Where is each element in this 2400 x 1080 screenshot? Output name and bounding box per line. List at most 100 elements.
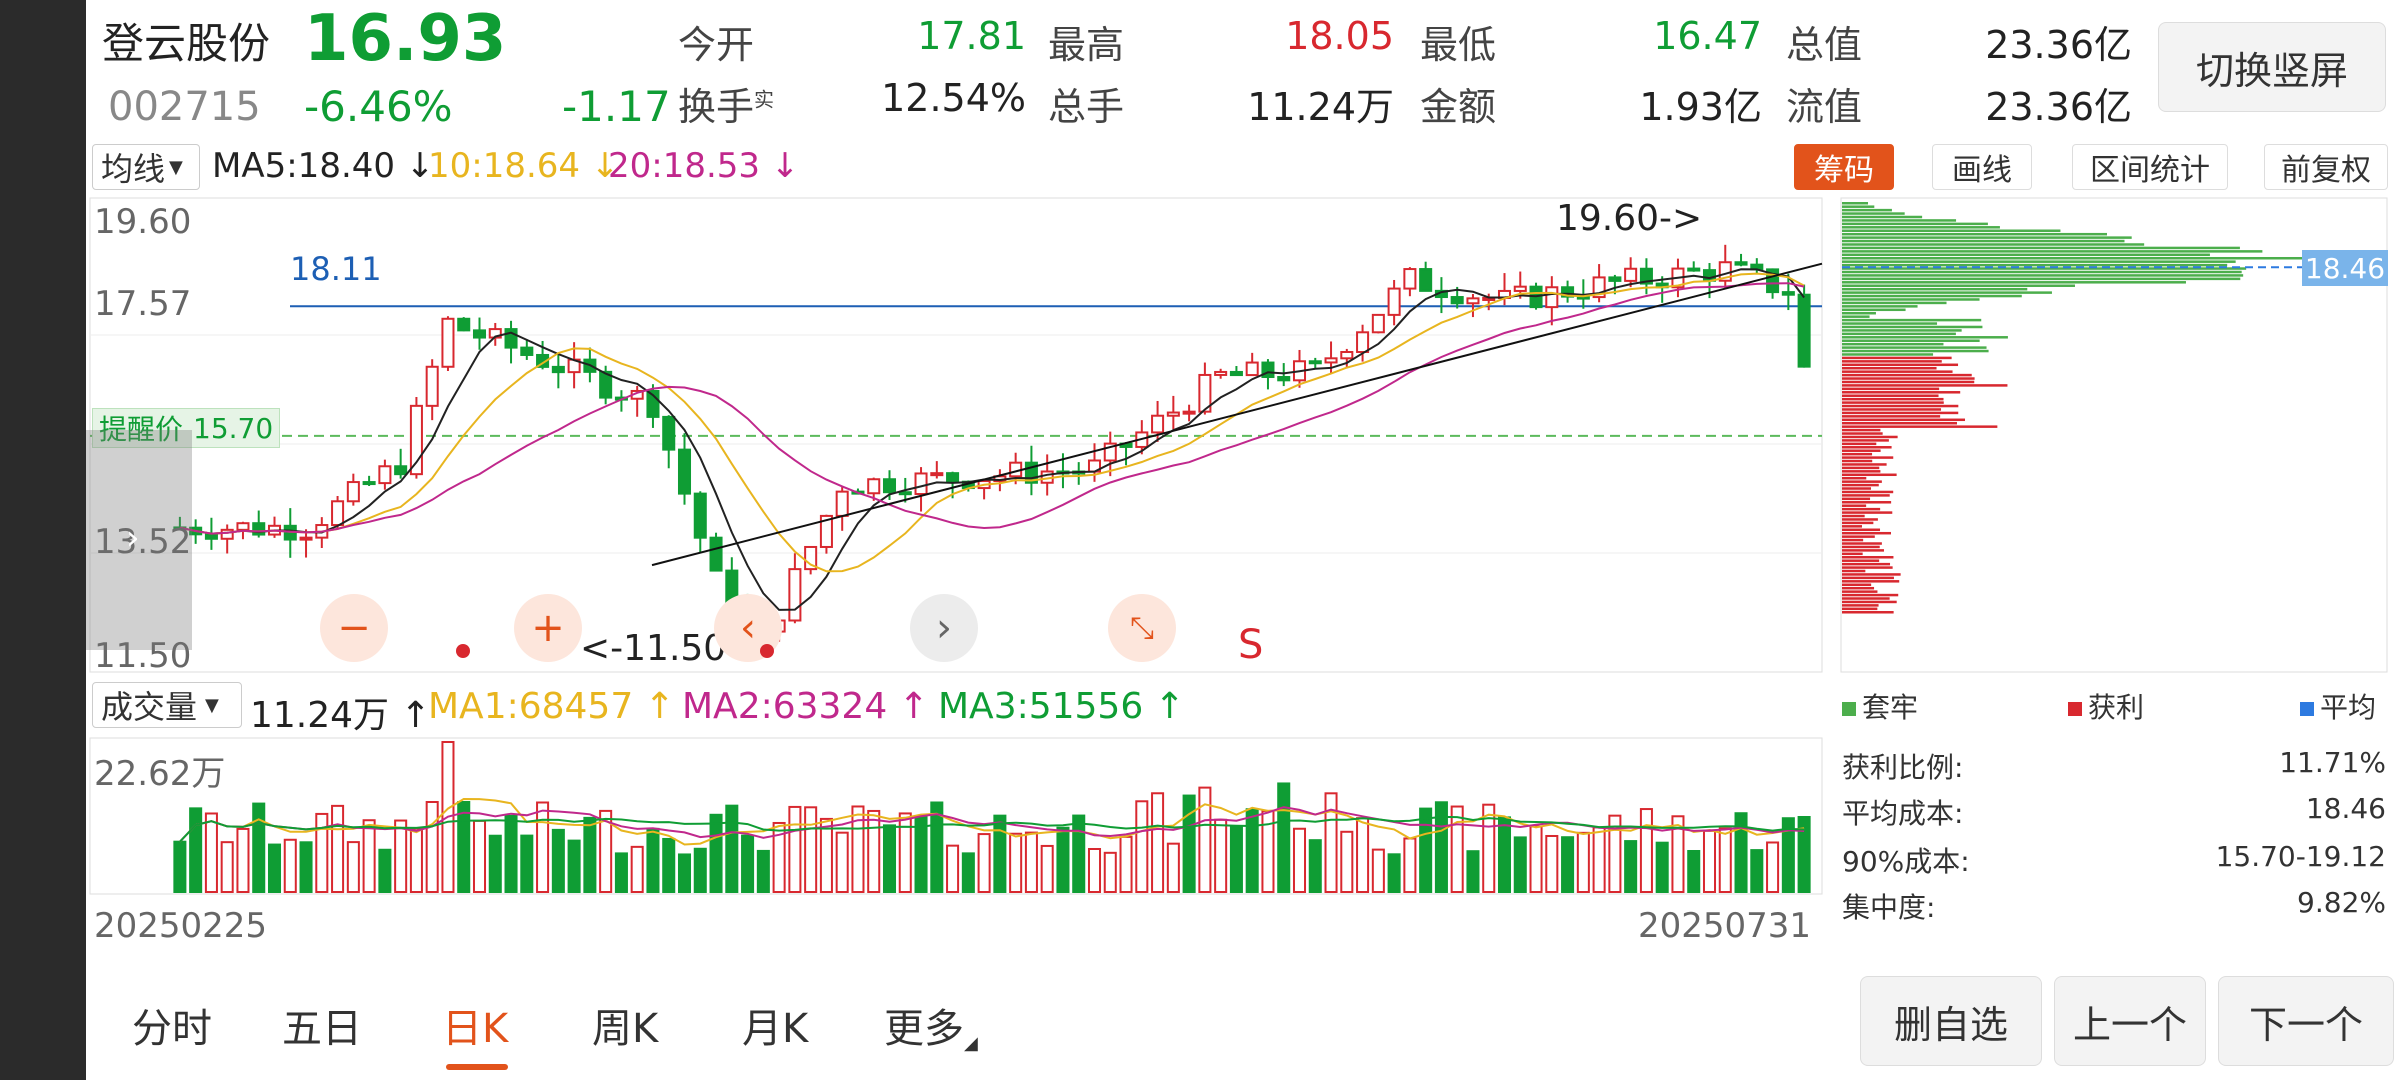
candle-body xyxy=(504,328,518,349)
candle-body xyxy=(409,404,423,476)
chip-bar xyxy=(1842,494,1890,497)
tab-monthly-k[interactable]: 月K xyxy=(742,1006,809,1052)
candle-body xyxy=(331,500,345,527)
volume-bar xyxy=(1166,842,1180,893)
chip-bar xyxy=(1842,311,1876,315)
avg-cost-label: 平均成本: xyxy=(1842,797,1964,830)
chip-bar xyxy=(1842,281,2186,284)
volume-bar xyxy=(993,814,1007,893)
candle-body xyxy=(1797,293,1811,368)
volume-bar xyxy=(1040,844,1054,893)
candle-body xyxy=(1766,268,1780,294)
candle-body xyxy=(441,317,455,368)
volume-bar xyxy=(1576,831,1590,894)
collapse-chart-button[interactable]: ⤡ xyxy=(1108,594,1176,662)
candle-body xyxy=(867,478,881,495)
chip-bar xyxy=(1842,456,1894,459)
ma10-value: 10:18.64 ↓ xyxy=(428,146,620,186)
candle-body xyxy=(677,448,692,495)
turnover-value: 12.54% xyxy=(881,76,1026,120)
candle-body xyxy=(914,472,928,496)
profit-ratio-value: 11.71% xyxy=(2279,746,2386,779)
volume-bar xyxy=(725,804,739,893)
pan-right-button[interactable]: › xyxy=(910,594,978,662)
chip-bar xyxy=(1842,408,1942,411)
fuquan-tag[interactable]: 前复权 xyxy=(2264,144,2388,190)
drawline-tag[interactable]: 画线 xyxy=(1932,144,2032,190)
next-stock-button[interactable]: 下一个 xyxy=(2218,976,2394,1066)
candle-body xyxy=(472,329,487,339)
chip-bar xyxy=(1842,421,1957,425)
collapse-handle[interactable]: › xyxy=(86,430,192,650)
ma5-value: MA5:18.40 ↓ xyxy=(212,146,435,186)
tab-more[interactable]: 更多◢ xyxy=(884,1006,978,1054)
chip-bar xyxy=(1842,246,2240,250)
candle-body xyxy=(1308,360,1322,365)
chip-bar xyxy=(1842,267,2247,270)
chip-bar xyxy=(1842,205,1875,208)
low-annotation: <-11.50 xyxy=(580,628,727,669)
volume-bar xyxy=(946,844,960,893)
volume-ma20-line xyxy=(179,815,1805,843)
candle-body xyxy=(551,365,565,374)
volume-bar xyxy=(472,819,487,893)
tab-five-day[interactable]: 五日 xyxy=(282,1006,362,1052)
chip-bar xyxy=(1842,232,2107,236)
chip-bar xyxy=(1842,545,1880,549)
volume-indicator-select[interactable]: 成交量 ▼ xyxy=(92,682,242,728)
candle-body xyxy=(1324,357,1338,364)
chip-bar xyxy=(1842,600,1897,604)
stock-name: 登云股份 xyxy=(102,19,271,68)
volume-bar xyxy=(1356,817,1370,893)
chip-bar xyxy=(1842,607,1878,611)
chip-bar xyxy=(1842,401,1944,404)
tab-weekly-k[interactable]: 周K xyxy=(592,1006,659,1052)
turnover-label: 换手实 xyxy=(678,85,775,129)
chip-bar xyxy=(1842,229,2061,232)
volume-bar xyxy=(1072,814,1086,893)
volume-bar xyxy=(173,840,187,894)
tab-intraday[interactable]: 分时 xyxy=(132,1006,212,1052)
chip-bar xyxy=(1842,250,2263,253)
chip-bar xyxy=(1842,363,1959,367)
candle-body xyxy=(1356,331,1370,353)
switch-portrait-button[interactable]: 切换竖屏 xyxy=(2158,22,2386,112)
chip-bar xyxy=(1842,538,1864,542)
alert-price-tag[interactable]: 提醒价 15.70 xyxy=(92,408,281,448)
volume-bar xyxy=(930,801,944,893)
avg-cost-tag: 18.46 xyxy=(2302,250,2388,286)
remove-watchlist-button[interactable]: 删自选 xyxy=(1860,976,2042,1066)
chip-bar xyxy=(1842,394,1939,397)
volume-chart[interactable] xyxy=(86,736,1826,896)
volume-bar xyxy=(394,819,408,893)
chip-bar xyxy=(1842,552,1863,556)
volume-bar xyxy=(1387,853,1401,893)
candle-body xyxy=(1466,297,1480,305)
indicator-select[interactable]: 均线 ▼ xyxy=(92,144,200,190)
volume-bar xyxy=(804,806,818,893)
kline-chart[interactable] xyxy=(86,196,1826,674)
compress-icon: ⤡ xyxy=(1130,610,1154,646)
chip-distribution-chart xyxy=(1840,197,2388,673)
tab-daily-k[interactable]: 日K xyxy=(442,1006,509,1052)
volume-bar xyxy=(1056,826,1070,893)
chip-tag[interactable]: 筹码 xyxy=(1794,144,1894,190)
chip-bar xyxy=(1842,542,1882,545)
volume-bar xyxy=(189,807,203,893)
chip-bar xyxy=(1842,604,1879,607)
chip-bar xyxy=(1842,480,1882,483)
plus-icon: + xyxy=(531,605,565,651)
chip-bar xyxy=(1842,531,1891,535)
candle-body xyxy=(819,514,833,548)
corner-arrow-icon: ◢ xyxy=(964,1033,978,1054)
chip-bar xyxy=(1842,528,1881,532)
zoom-in-button[interactable]: + xyxy=(514,594,582,662)
range-stat-tag[interactable]: 区间统计 xyxy=(2072,144,2228,190)
prev-stock-button[interactable]: 上一个 xyxy=(2054,976,2206,1066)
zoom-out-button[interactable]: − xyxy=(320,594,388,662)
chip-bar xyxy=(1842,373,1972,377)
volume-bar xyxy=(1529,825,1543,893)
candle-body xyxy=(1245,361,1259,377)
avg-cost-value: 18.46 xyxy=(2305,792,2386,825)
volume-bar xyxy=(1687,849,1701,894)
